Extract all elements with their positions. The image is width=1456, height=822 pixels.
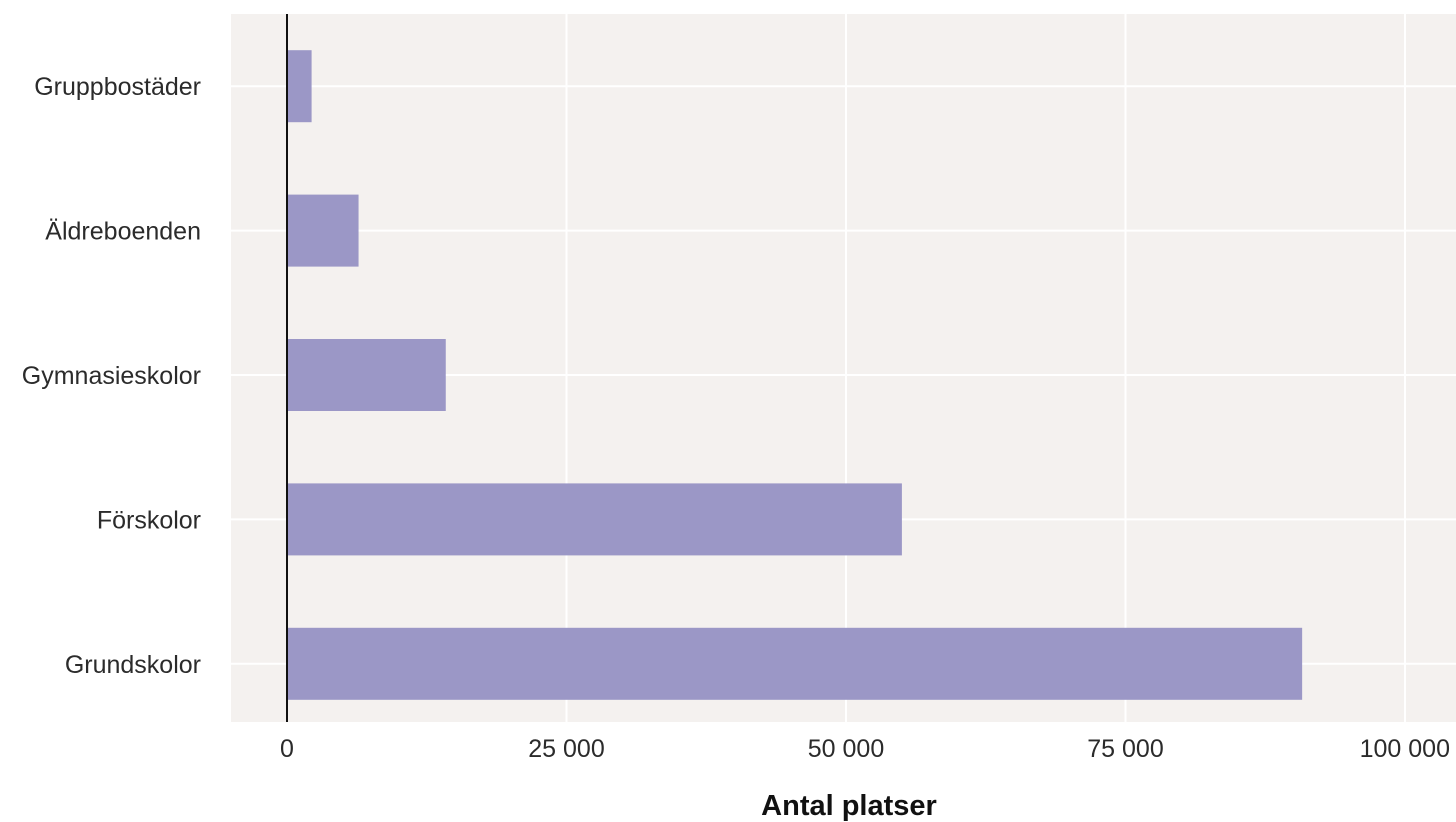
y-tick-label: Gruppbostäder <box>34 73 201 101</box>
bar-4 <box>287 627 1303 700</box>
y-tick-label: Gymnasieskolor <box>22 362 201 390</box>
x-tick-label: 50 000 <box>808 735 884 763</box>
y-tick-label: Förskolor <box>97 506 201 534</box>
x-tick-label: 75 000 <box>1087 735 1163 763</box>
bar-0 <box>287 50 312 123</box>
x-tick-label: 100 000 <box>1360 735 1450 763</box>
y-tick-label: Äldreboenden <box>45 218 201 246</box>
y-tick-label: Grundskolor <box>65 651 201 679</box>
bar-1 <box>287 194 359 267</box>
bar-2 <box>287 339 446 411</box>
bars <box>287 50 1303 700</box>
bar-3 <box>287 483 902 556</box>
x-tick-label: 25 000 <box>528 735 604 763</box>
x-axis-title: Antal platser <box>761 790 937 822</box>
x-tick-label: 0 <box>280 735 294 763</box>
y-tick-labels: Gruppbostäder Äldreboenden Gymnasieskolor F… <box>22 73 201 679</box>
x-tick-labels: 0 25 000 50 000 75 000 100 000 <box>280 735 1450 763</box>
